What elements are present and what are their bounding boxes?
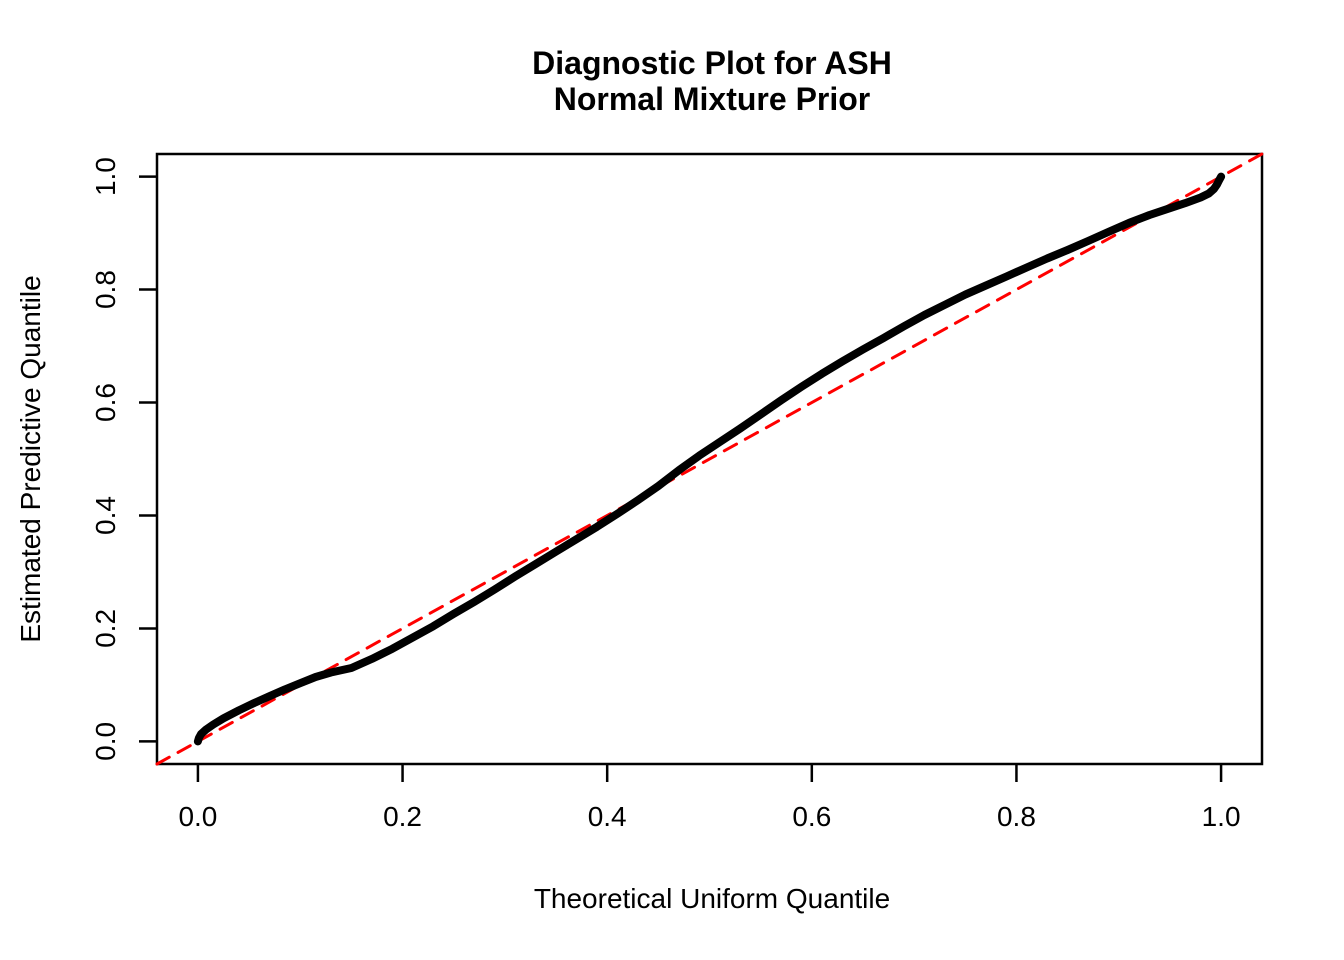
x-tick-label: 0.8 xyxy=(997,801,1036,832)
x-tick-label: 0.4 xyxy=(588,801,627,832)
chart-title-line1: Diagnostic Plot for ASH xyxy=(532,45,892,81)
y-tick-label: 1.0 xyxy=(90,157,121,196)
estimated-predictive-quantiles-line xyxy=(193,172,1226,746)
y-axis-label: Estimated Predictive Quantile xyxy=(15,275,46,642)
x-tick-label: 0.6 xyxy=(792,801,831,832)
y-tick-label: 0.8 xyxy=(90,270,121,309)
y-tick-label: 0.4 xyxy=(90,496,121,535)
y-axis-ticks: 0.0 0.2 0.4 0.6 0.8 1.0 xyxy=(90,157,157,761)
uniform-reference-diagonal-line xyxy=(155,152,1264,766)
y-tick-label: 0.0 xyxy=(90,722,121,761)
chart-title-line2: Normal Mixture Prior xyxy=(554,81,871,117)
x-axis-label: Theoretical Uniform Quantile xyxy=(534,883,890,914)
y-tick-label: 0.6 xyxy=(90,383,121,422)
plot-frame-box xyxy=(155,152,1264,766)
y-tick-label: 0.2 xyxy=(90,609,121,648)
series-layer xyxy=(155,152,1264,766)
x-tick-label: 0.2 xyxy=(383,801,422,832)
x-tick-label: 1.0 xyxy=(1202,801,1241,832)
x-axis-ticks: 0.0 0.2 0.4 0.6 0.8 1.0 xyxy=(178,764,1241,832)
x-tick-label: 0.0 xyxy=(178,801,217,832)
